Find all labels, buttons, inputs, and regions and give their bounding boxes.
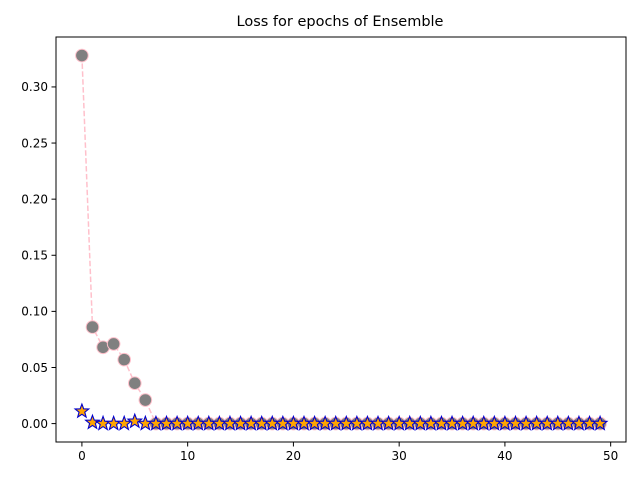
series-2-point bbox=[126, 412, 144, 429]
y-tick-label: 0.25 bbox=[21, 136, 48, 150]
series-2-point bbox=[591, 414, 609, 431]
plot-area bbox=[73, 48, 609, 431]
series-1-point bbox=[75, 48, 89, 63]
x-tick-label: 0 bbox=[78, 449, 86, 463]
series-2-point bbox=[115, 414, 133, 431]
y-tick-label: 0.15 bbox=[21, 249, 48, 263]
x-tick-label: 40 bbox=[497, 449, 512, 463]
series-1-point bbox=[127, 376, 142, 390]
y-tick-label: 0.10 bbox=[21, 305, 48, 319]
x-tick-label: 10 bbox=[180, 449, 195, 463]
series-1-point bbox=[85, 320, 100, 334]
x-tick-label: 50 bbox=[603, 449, 618, 463]
x-tick-label: 30 bbox=[392, 449, 407, 463]
series-1-point bbox=[106, 337, 121, 351]
chart-title: Loss for epochs of Ensemble bbox=[237, 14, 444, 30]
series-2-point bbox=[73, 402, 91, 419]
y-tick-label: 0.05 bbox=[21, 361, 48, 375]
series-2-point bbox=[84, 413, 101, 430]
series-1-point bbox=[138, 393, 153, 407]
y-tick-label: 0.00 bbox=[21, 417, 48, 431]
y-tick-label: 0.20 bbox=[21, 192, 48, 206]
x-tick-label: 20 bbox=[286, 449, 301, 463]
y-tick-label: 0.30 bbox=[21, 80, 48, 94]
series-1-point bbox=[117, 352, 132, 367]
axes-frame bbox=[55, 36, 627, 443]
axes: 0 10 20 30 40 50 0.00 0.05 0.10 0.15 0.20 0.25 0.30 bbox=[21, 36, 627, 463]
